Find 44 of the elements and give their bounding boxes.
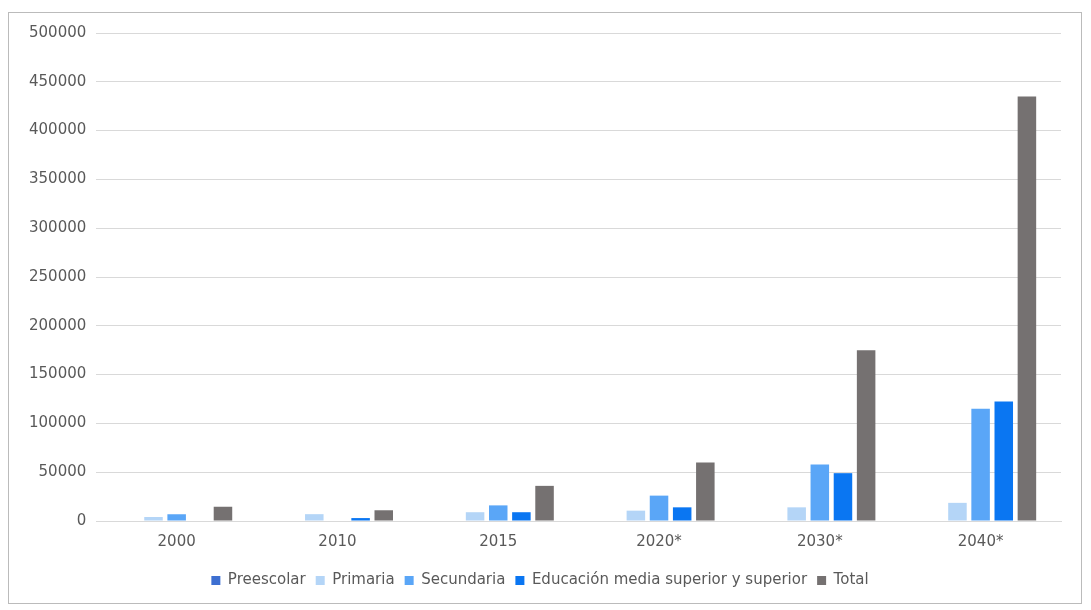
y-tick-label: 50000 bbox=[38, 462, 87, 481]
x-tick-label: 2040* bbox=[957, 531, 1004, 550]
bar bbox=[696, 462, 715, 521]
y-tick-label: 250000 bbox=[29, 266, 87, 285]
bar bbox=[856, 350, 876, 521]
bar bbox=[167, 514, 186, 521]
y-tick-label: 100000 bbox=[29, 413, 87, 432]
bar bbox=[351, 518, 370, 521]
y-tick-label: 300000 bbox=[29, 218, 87, 237]
y-tick-label: 450000 bbox=[29, 71, 87, 90]
bar bbox=[488, 505, 508, 521]
x-tick-label: 2015 bbox=[479, 531, 518, 550]
bar bbox=[649, 495, 669, 521]
x-tick-label: 2000 bbox=[157, 531, 196, 550]
legend-label: Secundaria bbox=[421, 570, 506, 589]
bar bbox=[833, 473, 853, 521]
legend-label: Educación media superior y superior bbox=[531, 570, 808, 589]
x-tick-label: 2020* bbox=[636, 531, 683, 550]
x-tick-label: 2030* bbox=[796, 531, 844, 550]
y-tick-label: 350000 bbox=[29, 169, 87, 188]
bar bbox=[213, 506, 233, 521]
x-tick-label: 2010 bbox=[318, 531, 357, 550]
bar bbox=[374, 510, 394, 521]
bar bbox=[535, 485, 554, 521]
legend-label: Total bbox=[832, 570, 869, 589]
bar bbox=[305, 514, 324, 521]
bar bbox=[971, 408, 990, 521]
bar bbox=[144, 517, 163, 521]
bar bbox=[787, 507, 806, 521]
legend-label: Primaria bbox=[332, 570, 395, 589]
y-tick-label: 200000 bbox=[29, 315, 87, 334]
y-tick-label: 400000 bbox=[29, 120, 87, 139]
bar bbox=[672, 507, 692, 521]
bar bbox=[512, 512, 531, 521]
bar bbox=[948, 502, 967, 521]
bar bbox=[810, 464, 830, 521]
bar bbox=[1017, 96, 1037, 521]
bar bbox=[994, 401, 1014, 521]
legend-label: Preescolar bbox=[227, 570, 307, 589]
y-tick-label: 0 bbox=[76, 510, 87, 529]
y-tick-label: 500000 bbox=[29, 22, 87, 41]
bar bbox=[465, 512, 485, 521]
y-tick-label: 150000 bbox=[29, 364, 87, 383]
bar bbox=[626, 510, 646, 521]
